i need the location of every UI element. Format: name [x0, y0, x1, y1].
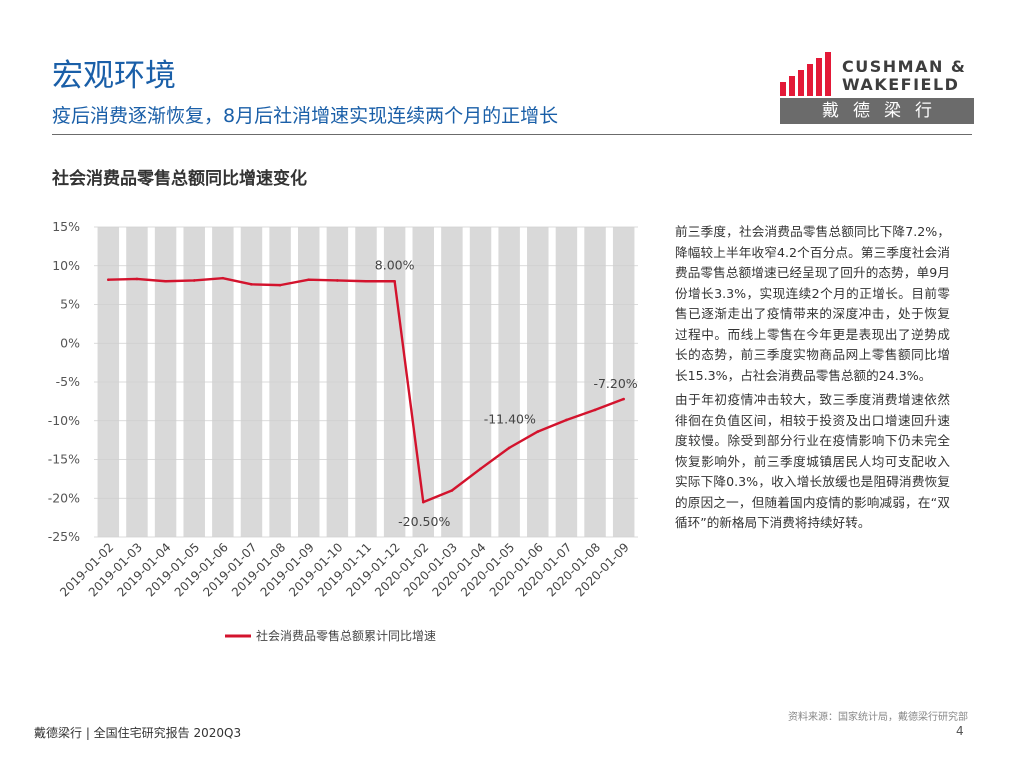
cushman-wakefield-logo: CUSHMAN & WAKEFIELD 戴德梁行	[780, 50, 974, 124]
data-label: 8.00%	[375, 257, 415, 272]
logo-bar	[807, 64, 813, 96]
y-tick-label: -20%	[48, 490, 80, 505]
data-point	[393, 279, 396, 283]
logo-chinese-name: 戴德梁行	[780, 98, 974, 124]
data-point	[164, 279, 167, 283]
chart-title: 社会消费品零售总额同比增速变化	[52, 169, 307, 189]
data-point	[593, 408, 597, 412]
y-tick-label: 5%	[60, 297, 80, 312]
y-tick-label: 10%	[52, 258, 80, 273]
data-point	[450, 489, 454, 492]
y-tick-label: -25%	[48, 529, 80, 544]
data-point	[479, 467, 482, 471]
data-point	[192, 279, 196, 282]
page-subtitle: 疫后消费逐渐恢复，8月后社消增速实现连续两个月的正增长	[52, 105, 559, 127]
y-axis: 15% 10% 5% 0% -5% -10% -15% -20% -25%	[48, 219, 638, 544]
y-tick-label: -15%	[48, 452, 80, 467]
logo-line2: WAKEFIELD	[842, 75, 960, 94]
commentary-paragraph-1: 前三季度，社会消费品零售总额同比下降7.2%，降幅较上半年收窄4.2个百分点。第…	[675, 224, 950, 383]
logo-bar	[816, 58, 822, 96]
data-point	[507, 446, 511, 450]
logo-bar	[798, 70, 804, 96]
source-note: 资料来源：国家统计局，戴德梁行研究部	[788, 712, 968, 723]
footer-text: 戴德梁行 | 全国住宅研究报告 2020Q3	[34, 726, 242, 740]
data-label: -11.40%	[484, 412, 536, 427]
logo-bar	[825, 52, 831, 96]
logo-line1: CUSHMAN &	[842, 57, 967, 76]
data-point	[107, 278, 110, 282]
data-point	[536, 430, 540, 433]
data-point	[135, 277, 139, 281]
series-layer	[107, 276, 625, 504]
data-point	[364, 279, 368, 283]
data-point	[336, 279, 339, 282]
data-point	[622, 397, 625, 401]
x-axis: 2019-01-022019-01-032019-01-042019-01-05…	[57, 540, 632, 599]
title-divider	[52, 134, 972, 135]
commentary: 前三季度，社会消费品零售总额同比下降7.2%，降幅较上半年收窄4.2个百分点。第…	[675, 222, 950, 538]
data-label: -20.50%	[398, 514, 450, 529]
logo-bars-icon	[780, 52, 831, 96]
data-point	[278, 283, 282, 287]
y-tick-label: -5%	[56, 374, 80, 389]
data-point	[565, 418, 568, 422]
data-point	[250, 283, 253, 286]
chart-legend: 社会消费品零售总额累计同比增速	[225, 628, 436, 643]
logo-bar	[789, 76, 795, 96]
logo-wordmark: CUSHMAN & WAKEFIELD	[842, 58, 966, 94]
y-tick-label: 0%	[60, 335, 80, 350]
logo-bar	[780, 82, 786, 96]
data-labels: 8.00% -20.50% -11.40% -7.20%	[375, 257, 638, 529]
data-point	[221, 276, 225, 280]
data-point	[421, 500, 425, 504]
page-title: 宏观环境	[52, 58, 176, 94]
legend-label: 社会消费品零售总额累计同比增速	[256, 628, 436, 643]
data-label: -7.20%	[593, 376, 637, 391]
y-tick-label: 15%	[52, 219, 80, 234]
page-number: 4	[956, 724, 964, 738]
data-point	[307, 278, 311, 282]
commentary-paragraph-2: 由于年初疫情冲击较大，致三季度消费增速依然徘徊在负值区间，相较于投资及出口增速回…	[675, 392, 950, 530]
y-tick-label: -10%	[48, 413, 80, 428]
